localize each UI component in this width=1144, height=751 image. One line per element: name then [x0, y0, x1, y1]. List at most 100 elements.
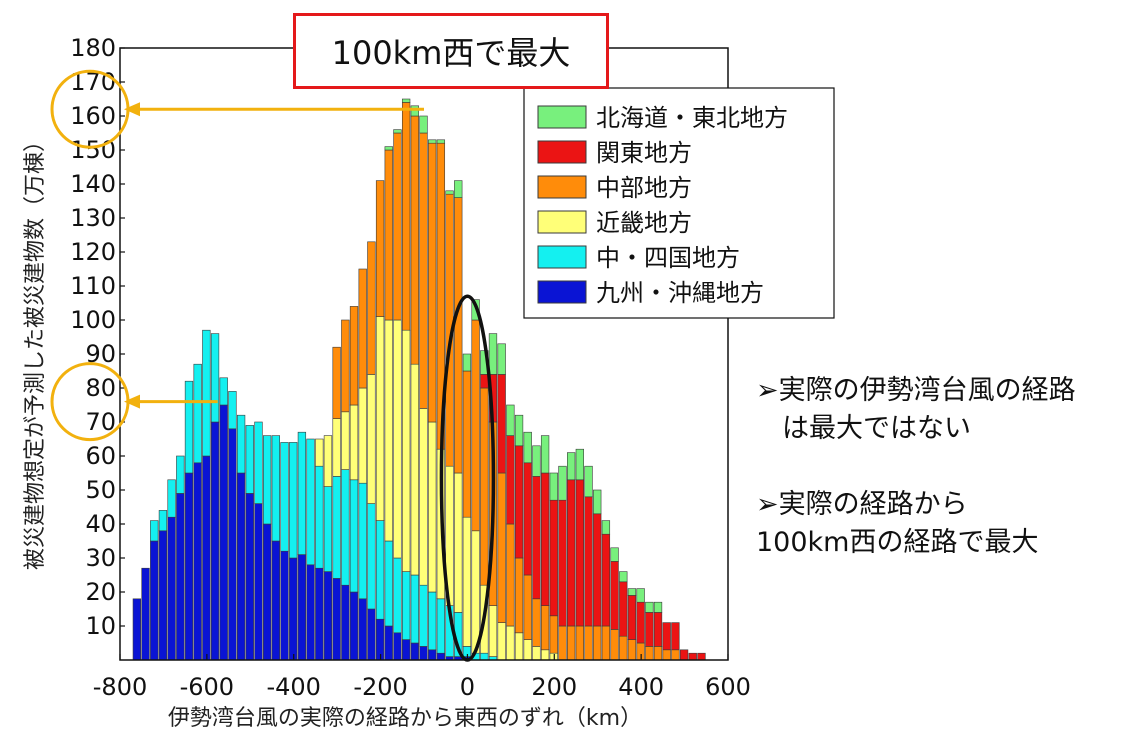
bar-segment-1 — [393, 557, 402, 634]
bar-segment-0 — [341, 584, 350, 661]
bar-segment-1 — [210, 333, 220, 423]
y-tick-label: 40 — [85, 510, 116, 538]
note-line: 実際の経路から — [778, 489, 968, 520]
legend-label: 九州・沖縄地方 — [596, 279, 764, 307]
bar-segment-5 — [488, 333, 498, 375]
bar-segment-4 — [636, 601, 645, 644]
bar-segment-1 — [375, 520, 385, 620]
bar-segment-2 — [367, 374, 376, 504]
y-tick-label: 130 — [70, 204, 116, 232]
bar-segment-5 — [436, 139, 446, 144]
highlight-circle — [50, 362, 130, 442]
bar-segment-4 — [540, 472, 550, 606]
bar-segment-3 — [401, 102, 411, 331]
y-tick-label: 160 — [70, 102, 116, 130]
bar-segment-1 — [219, 377, 228, 406]
bar-segment-3 — [358, 268, 367, 389]
bar-segment-3 — [627, 639, 637, 661]
arrowhead-bullet-icon: ➢ — [756, 375, 779, 406]
bar-segment-5 — [514, 414, 524, 447]
bar-segment-3 — [428, 142, 437, 423]
x-tick-label: -600 — [180, 673, 234, 701]
y-tick-label: 50 — [85, 476, 116, 504]
bar-segment-3 — [575, 625, 584, 661]
bar-segment-0 — [401, 639, 411, 661]
bar-segment-3 — [341, 319, 350, 413]
bar-segment-4 — [497, 374, 506, 474]
bar-segment-4 — [679, 649, 689, 661]
bar-segment-5 — [653, 601, 663, 613]
max-callout-box: 100km西で最大 — [293, 13, 609, 89]
bar-segment-3 — [480, 387, 489, 586]
bar-segment-0 — [141, 567, 150, 661]
bar-segment-5 — [393, 129, 402, 134]
bar-segment-4 — [480, 374, 489, 389]
bar-segment-3 — [645, 646, 654, 661]
bar-segment-4 — [523, 462, 532, 576]
bar-segment-0 — [367, 608, 376, 661]
bar-segment-2 — [462, 516, 472, 647]
y-tick-label: 150 — [70, 136, 116, 164]
bar-segment-2 — [428, 421, 437, 593]
bars-layer — [132, 98, 706, 661]
y-tick-label: 60 — [85, 442, 116, 470]
bar-segment-4 — [671, 622, 680, 651]
legend-swatch — [537, 245, 587, 269]
bar-segment-2 — [332, 418, 341, 477]
bar-segment-5 — [462, 353, 472, 372]
y-tick-label: 10 — [85, 612, 116, 640]
highlight-circle — [50, 69, 130, 149]
bar-segment-4 — [610, 561, 619, 630]
bar-segment-2 — [471, 530, 480, 654]
bar-segment-1 — [297, 431, 307, 555]
bar-segment-3 — [410, 115, 419, 365]
bar-segment-4 — [584, 496, 593, 627]
axes-layer: 1020304050607080901001101201301401501601… — [70, 34, 751, 701]
bar-segment-1 — [176, 455, 185, 494]
bar-segment-0 — [323, 571, 333, 661]
bar-segment-4 — [653, 612, 663, 647]
bar-segment-1 — [332, 476, 341, 579]
bar-segment-2 — [540, 649, 550, 661]
bar-segment-0 — [306, 564, 315, 661]
bar-segment-0 — [393, 632, 402, 661]
bar-segment-5 — [575, 448, 584, 481]
legend-swatch — [537, 105, 587, 129]
bar-segment-0 — [436, 652, 446, 661]
bar-segment-4 — [549, 499, 558, 617]
legend-label: 北海道・東北地方 — [596, 104, 788, 132]
bar-segment-5 — [627, 588, 637, 596]
bar-segment-1 — [167, 479, 176, 518]
bar-segment-2 — [454, 472, 463, 613]
y-axis-title: 被災建物想定が予測した被災建物数（万棟） — [23, 130, 48, 570]
bar-segment-5 — [636, 588, 645, 603]
y-tick-label: 20 — [85, 578, 116, 606]
y-tick-label: 100 — [70, 306, 116, 334]
y-tick-label: 140 — [70, 170, 116, 198]
legend-swatch — [537, 280, 587, 304]
bar-segment-5 — [549, 472, 558, 501]
legend-label: 中部地方 — [596, 174, 692, 202]
y-tick-label: 120 — [70, 238, 116, 266]
bar-segment-4 — [619, 581, 628, 637]
bar-segment-5 — [506, 404, 515, 436]
bar-segment-3 — [567, 625, 576, 661]
note-actual-not-max: ➢実際の伊勢湾台風の経路 は最大ではない — [756, 372, 1076, 448]
bar-segment-0 — [428, 649, 437, 661]
bar-segment-3 — [419, 132, 428, 409]
bar-segment-2 — [375, 316, 385, 521]
x-axis-title: 伊勢湾台風の実際の経路から東西のずれ（km） — [168, 706, 642, 731]
bar-segment-3 — [393, 132, 402, 321]
bar-segment-0 — [280, 550, 289, 661]
bar-segment-5 — [540, 435, 550, 474]
bar-segment-3 — [454, 197, 463, 474]
bar-segment-2 — [514, 632, 524, 661]
bar-segment-2 — [419, 408, 428, 586]
bar-segment-1 — [323, 486, 333, 572]
bar-segment-0 — [384, 625, 393, 661]
y-tick-label: 180 — [70, 34, 116, 62]
bar-segment-1 — [228, 391, 237, 430]
bar-segment-1 — [271, 435, 280, 542]
x-tick-label: 600 — [705, 673, 751, 701]
bar-segment-1 — [410, 574, 419, 644]
